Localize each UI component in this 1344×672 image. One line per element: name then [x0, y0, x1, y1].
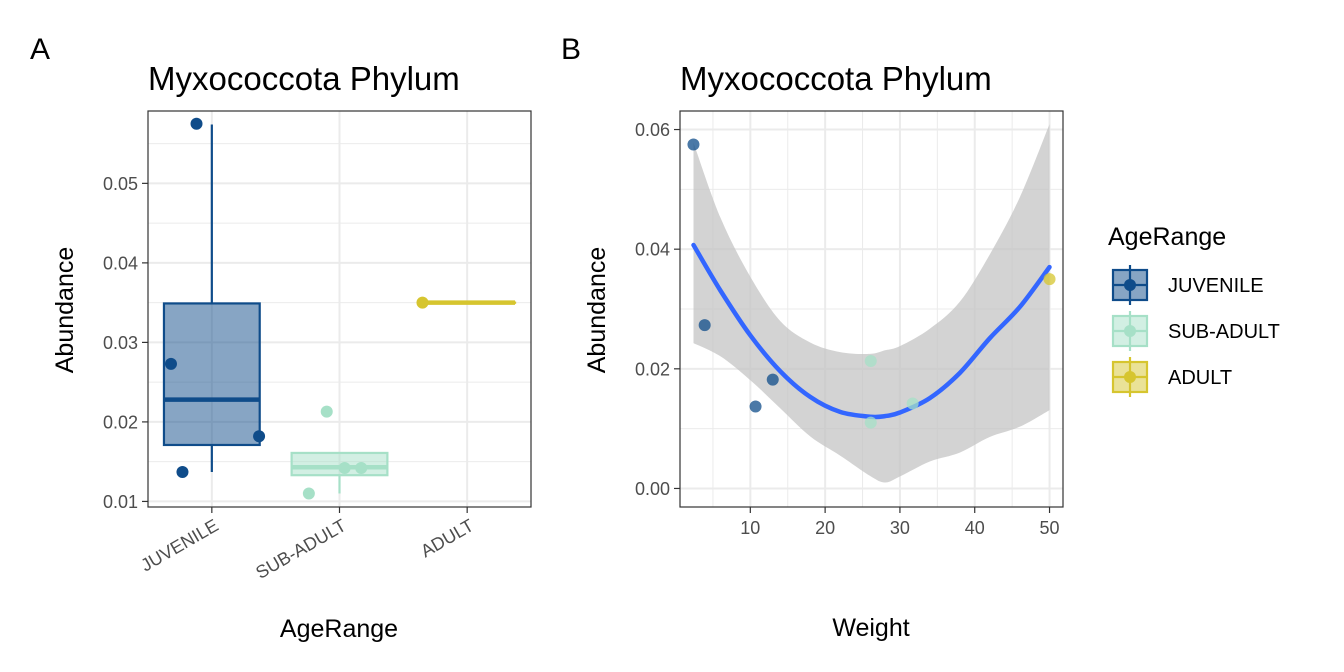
- y-axis-title-b: Abundance: [583, 247, 611, 374]
- legend-item-adult: ADULT: [1111, 357, 1232, 397]
- data-point-adult: [416, 296, 429, 309]
- panel-tag-a: A: [30, 33, 50, 66]
- legend-label: SUB-ADULT: [1168, 321, 1280, 343]
- y-tick-label-a: 0.03: [103, 333, 138, 353]
- data-point-juvenile: [766, 373, 779, 386]
- points-a: [164, 117, 429, 500]
- smooth-confidence-band: [693, 124, 1050, 483]
- data-point-sub-adult: [338, 462, 351, 475]
- panel-border-b: [679, 110, 1064, 508]
- y-tick-label-a: 0.04: [103, 253, 138, 273]
- x-tick-label-a: SUB-ADULT: [252, 515, 349, 583]
- panel-a: A Myxococcota Phylum 0.010.020.030.040.0…: [30, 33, 532, 643]
- x-tick-label-a: JUVENILE: [137, 515, 222, 575]
- legend-item-sub-adult: SUB-ADULT: [1111, 311, 1280, 351]
- x-tick-label-b: 30: [890, 518, 910, 538]
- y-axis-ticks-a: 0.01 0.02 0.03 0.04 0.05: [103, 174, 148, 512]
- boxplot-juvenile: [162, 124, 261, 473]
- legend-key-point: [1124, 371, 1136, 383]
- data-point-sub-adult: [320, 405, 333, 418]
- y-tick-label-a: 0.02: [103, 412, 138, 432]
- legend-key-point: [1124, 325, 1136, 337]
- data-point-juvenile: [164, 357, 177, 370]
- legend-label: ADULT: [1168, 367, 1232, 389]
- y-tick-label-a: 0.01: [103, 492, 138, 512]
- smooth-fit-line: [691, 242, 1052, 420]
- data-point-juvenile: [749, 400, 762, 413]
- x-axis-ticks-a: JUVENILE SUB-ADULT ADULT: [137, 507, 477, 583]
- y-tick-label-b: 0.04: [635, 240, 670, 260]
- legend-item-juvenile: JUVENILE: [1111, 265, 1264, 305]
- legend: AgeRange JUVENILE SUB-ADULT ADULT: [1108, 223, 1280, 397]
- legend-items: JUVENILE SUB-ADULT ADULT: [1111, 265, 1280, 397]
- y-tick-label-a: 0.05: [103, 174, 138, 194]
- data-point-juvenile: [698, 319, 711, 332]
- y-tick-label-b: 0.06: [635, 120, 670, 140]
- data-point-sub-adult: [302, 487, 315, 500]
- x-tick-label-b: 20: [815, 518, 835, 538]
- x-axis-ticks-b: 10 20 30 40 50: [740, 507, 1060, 538]
- chart-title-b: Myxococcota Phylum: [680, 60, 992, 97]
- x-tick-label-b: 50: [1040, 518, 1060, 538]
- box-body: [290, 451, 389, 477]
- x-tick-label-a: ADULT: [417, 515, 477, 561]
- data-point-sub-adult: [864, 355, 877, 368]
- x-tick-label-b: 10: [740, 518, 760, 538]
- data-point-juvenile: [190, 117, 203, 130]
- data-point-juvenile: [176, 466, 189, 479]
- x-axis-title-a: AgeRange: [280, 615, 398, 643]
- data-point-juvenile: [687, 138, 700, 151]
- points-b: [687, 138, 1056, 429]
- x-axis-title-b: Weight: [832, 614, 909, 642]
- data-point-juvenile: [253, 430, 266, 443]
- data-point-sub-adult: [355, 462, 368, 475]
- panel-b: B Myxococcota Phylum 0.00 0.02 0.04 0.06 10…: [561, 33, 1064, 642]
- panel-tag-b: B: [561, 33, 581, 66]
- data-point-sub-adult: [906, 397, 919, 410]
- y-axis-ticks-b: 0.00 0.02 0.04 0.06: [635, 120, 680, 499]
- y-tick-label-b: 0.00: [635, 479, 670, 499]
- legend-label: JUVENILE: [1168, 275, 1264, 297]
- data-point-adult: [1043, 273, 1056, 286]
- boxes-a: [162, 124, 517, 494]
- y-axis-title-a: Abundance: [51, 247, 79, 374]
- legend-key-point: [1124, 279, 1136, 291]
- data-point-sub-adult: [864, 416, 877, 429]
- y-tick-label-b: 0.02: [635, 359, 670, 379]
- box-body: [162, 302, 261, 447]
- chart-title-a: Myxococcota Phylum: [148, 60, 460, 97]
- legend-title: AgeRange: [1108, 223, 1226, 251]
- x-tick-label-b: 40: [965, 518, 985, 538]
